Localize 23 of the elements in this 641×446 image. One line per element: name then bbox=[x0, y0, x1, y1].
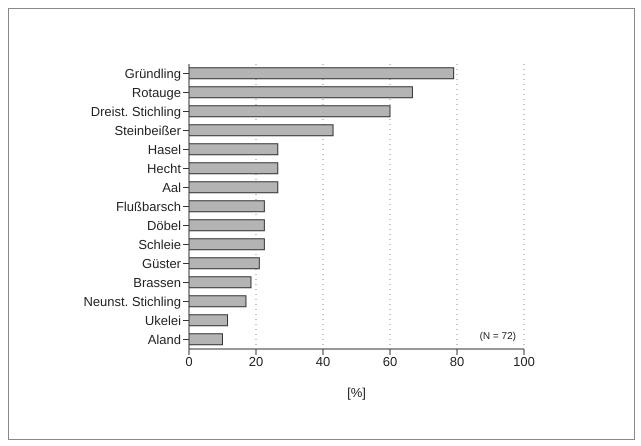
y-tick-label: Aal bbox=[162, 180, 182, 196]
x-tick-label: 40 bbox=[316, 354, 330, 370]
y-tick-label: Döbel bbox=[147, 218, 182, 234]
y-tick-label: Schleie bbox=[138, 237, 181, 252]
x-tick-label: 100 bbox=[513, 354, 535, 370]
x-tick-label: 80 bbox=[450, 354, 464, 370]
y-tick-label: Rotauge bbox=[132, 85, 181, 100]
y-tick-label: Brassen bbox=[133, 275, 181, 290]
annotation: (N = 72) bbox=[480, 331, 516, 342]
y-tick-label: Hasel bbox=[148, 142, 182, 158]
x-tick-label: 60 bbox=[382, 354, 398, 370]
y-tick-label: Aland bbox=[148, 332, 181, 348]
y-tick-label: Gründling bbox=[124, 66, 181, 82]
x-axis-title: [%] bbox=[347, 385, 366, 400]
y-tick-label: Dreist. Stichling bbox=[90, 104, 181, 120]
y-tick-label: Flußbarsch bbox=[116, 199, 181, 214]
y-tick-label: Güster bbox=[142, 256, 182, 272]
x-tick-label: 20 bbox=[248, 354, 264, 370]
y-tick-label: Hecht bbox=[147, 161, 182, 176]
x-tick-label: 0 bbox=[185, 354, 193, 370]
y-tick-label: Ukelei bbox=[144, 313, 182, 328]
y-tick-label: Steinbeißer bbox=[114, 123, 182, 138]
y-tick-label: Neunst. Stichling bbox=[83, 294, 181, 310]
